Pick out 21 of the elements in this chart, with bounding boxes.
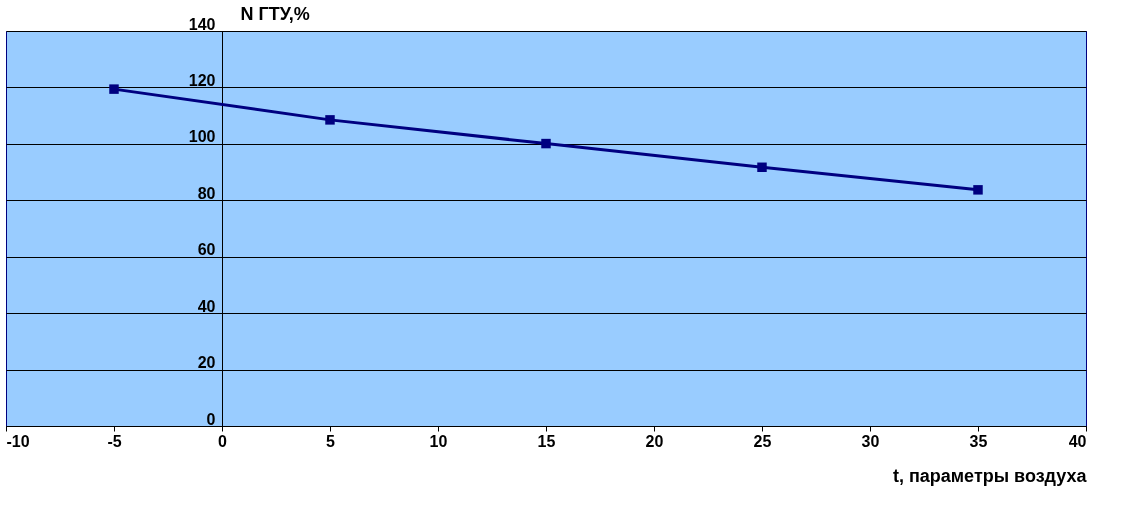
x-tick-label: 30 — [861, 432, 880, 450]
x-tick-label: 20 — [645, 432, 664, 450]
y-tick-label: 60 — [197, 241, 216, 259]
x-tick-label: 35 — [969, 432, 988, 450]
y-tick-label: 20 — [197, 354, 216, 372]
x-tick-label: -5 — [107, 432, 122, 450]
x-tick-label: 25 — [753, 432, 772, 450]
y-tick-label: 120 — [188, 71, 216, 89]
x-tick-label: 10 — [429, 432, 448, 450]
y-tick-label: 80 — [197, 184, 216, 202]
y-tick-label: 100 — [188, 128, 216, 146]
x-tick-label: 0 — [218, 432, 228, 450]
x-tick-label: 5 — [326, 432, 336, 450]
y-axis-title: N ГТУ,% — [240, 3, 310, 24]
y-tick-label: 40 — [197, 297, 216, 315]
x-tick-label: 15 — [537, 432, 556, 450]
y-tick-label: 140 — [188, 15, 216, 33]
x-tick-label: -10 — [6, 432, 30, 450]
y-tick-label: 0 — [206, 410, 216, 428]
x-tick-label: 40 — [1068, 432, 1087, 450]
x-axis-title: t, параметры воздуха — [892, 465, 1088, 486]
